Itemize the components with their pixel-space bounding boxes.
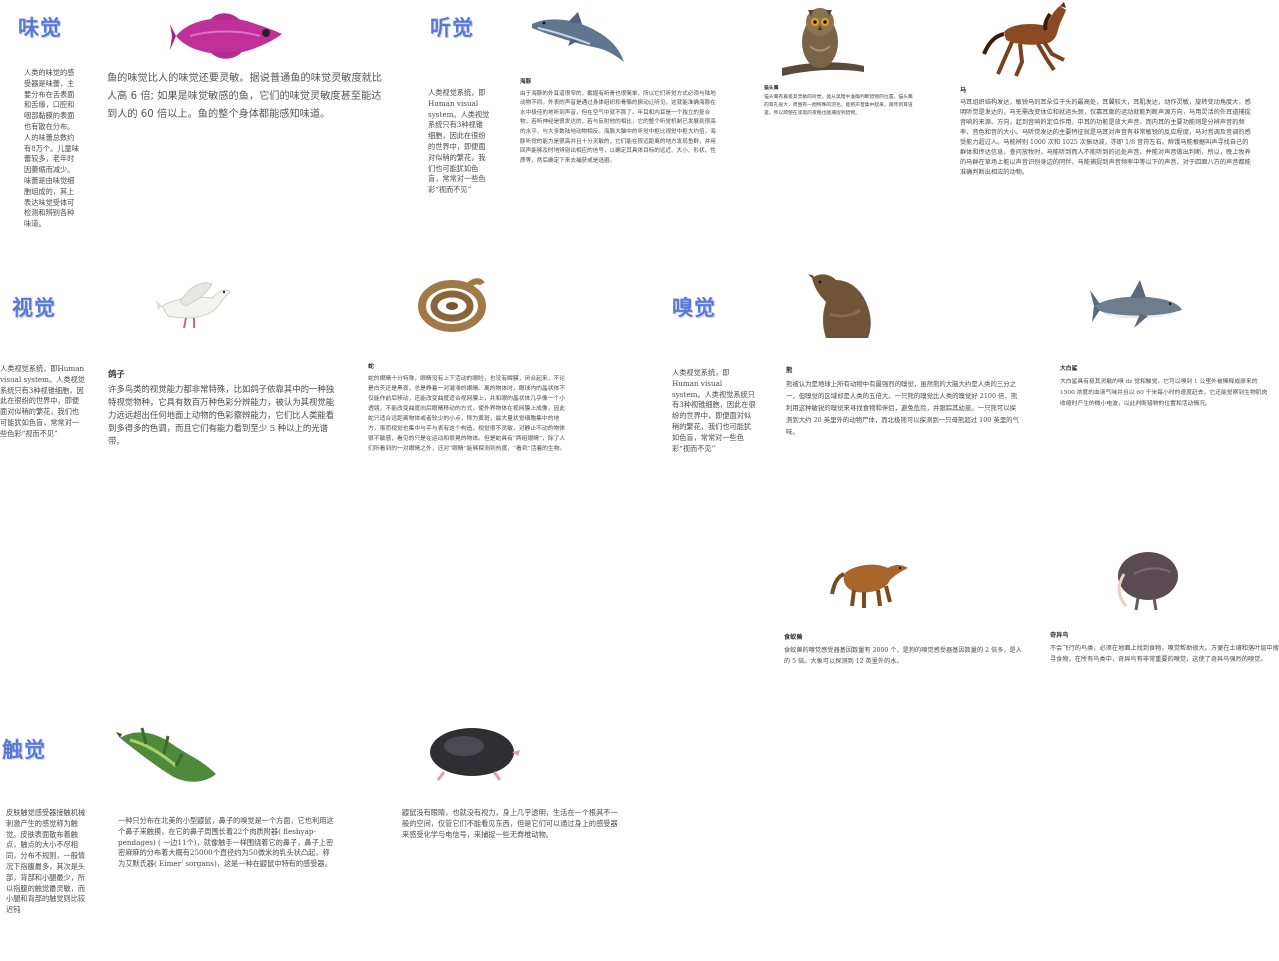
- smell-kiwi-block: 奇异鸟 不会飞行的鸟类，必须在地面上找到食物，嗅觉帮助很大。方便在土壤和落叶层中…: [1050, 630, 1279, 665]
- hearing-owl-block: 猫头鹰 猫头鹰有着极其灵敏的听觉，能从黑暗中准确判断猎物的位置。猫头鹰的耳孔很大…: [764, 84, 914, 118]
- touch-mole-text: 鼹鼠没有眼睛，也就没有视力，身上几乎透明，生活在一个根其不一般的空间，仅管它们不…: [402, 808, 618, 839]
- taste-fish-text: 鱼的味觉比人的味觉还要灵敏。据说普通鱼的味觉灵敏度就比人高 6 倍; 如果是味觉…: [107, 73, 383, 120]
- owl-image: [778, 2, 866, 80]
- kiwi-image: [1104, 544, 1184, 614]
- heading-vision: 视觉: [12, 295, 56, 320]
- smell-human-text: 人类视觉系统，即Human visual system。人类视觉系统只有3种视锥…: [672, 368, 756, 453]
- smell-shark-block: 大白鲨 大白鲨具有极其灵敏的嗅 dz 觉和触觉，它可以嗅到 1 公里外被稀释成原…: [1060, 364, 1270, 410]
- vision-human-text: 人类视觉系统，即Human visual system。人类视觉系统只有3种视锥…: [0, 364, 85, 438]
- mole-image: [424, 722, 520, 782]
- snake-text: 蛇的眼睛十分特殊，眼睛没有上下活动的眼睑，也没有瞬膜，闭合起来，不论是白天还是黑…: [368, 376, 566, 452]
- heading-hearing: 听觉: [430, 15, 474, 40]
- snake-title: 蛇: [368, 364, 374, 370]
- horse-title: 马: [960, 87, 967, 94]
- horse-image: [980, 0, 1076, 80]
- lizard-image: [116, 714, 220, 794]
- fish-image: [170, 10, 286, 62]
- dove-title: 鸽子: [108, 369, 125, 379]
- bear-text: 熊被认为是地球上所有动物中有最强烈的嗅觉，虽然熊的大脑大约是人类的三分之一，但嗅…: [786, 380, 1019, 436]
- smell-anteater-block: 食蚁兽 食蚁兽的嗅觉感受器基因数量有 2000 个，是狗的嗅觉感受器基因数量的 …: [784, 632, 1024, 667]
- owl-text: 猫头鹰有着极其灵敏的听觉，能从黑暗中准确判断猎物的位置。猫头鹰的耳孔很大，周围有…: [764, 95, 913, 116]
- anteater-image: [830, 550, 910, 610]
- dolphin-image: [528, 10, 628, 66]
- shark-image: [1090, 276, 1184, 332]
- shark-title: 大白鲨: [1060, 366, 1078, 372]
- hearing-human-text: 人类视觉系统，即Human visual system。人类视觉系统只有3种视锥…: [428, 88, 490, 195]
- horse-text: 马耳组织结构发达，敏锐马的耳朵位于头的最高处，耳翼较大，耳肌发达，动作灵敏，旋转…: [960, 99, 1251, 176]
- vision-dove-block: 鸽子 许多鸟类的视觉能力都非常特殊，比如鸽子依靠其中的一种独特视觉物种，它具有数…: [108, 368, 340, 448]
- anteater-title: 食蚁兽: [784, 634, 803, 641]
- kiwi-title: 奇异鸟: [1050, 632, 1069, 639]
- heading-taste: 味觉: [18, 15, 62, 40]
- snake-image: [418, 272, 486, 334]
- touch-human-text: 皮肤触觉感受器接触机械刺激产生的感觉称为触觉。皮肤表面散布着触点，触点的大小不尽…: [6, 808, 86, 915]
- vision-snake-block: 蛇 蛇的眼睛十分特殊，眼睛没有上下活动的眼睑，也没有瞬膜，闭合起来，不论是白天还…: [368, 362, 566, 454]
- heading-smell: 嗅觉: [672, 295, 716, 320]
- anteater-text: 食蚁兽的嗅觉感受器基因数量有 2000 个，是狗的嗅觉感受器基因数量的 2 倍多…: [784, 647, 1022, 665]
- owl-title: 猫头鹰: [764, 85, 779, 91]
- dolphin-text: 由于海豚的外耳道很窄的，截掘有听骨也很简单，所以它们听觉方式必须与陆地动物不同。…: [520, 90, 716, 164]
- dove-image: [156, 276, 232, 332]
- hearing-dolphin-block: 海豚 由于海豚的外耳道很窄的，截掘有听骨也很简单，所以它们听觉方式必须与陆地动物…: [520, 78, 716, 166]
- shark-text: 大白鲨具有极其灵敏的嗅 dz 觉和触觉，它可以嗅到 1 公里外被稀释成原来的 1…: [1060, 379, 1268, 407]
- taste-human-text: 人类的味觉的感受器是味蕾，主要分布在舌表面和舌缘，口腔和咽部黏膜的表面也有散在分…: [24, 68, 79, 229]
- touch-starmole-text: 一种只分布在北美的小型鼹鼠，鼻子的嗅觉是一个方面，它也利用这个鼻子来触摸，在它的…: [118, 816, 334, 869]
- hearing-horse-block: 马 马耳组织结构发达，敏锐马的耳朵位于头的最高处，耳翼较大，耳肌发达，动作灵敏，…: [960, 86, 1252, 178]
- bear-title: 熊: [786, 366, 793, 374]
- dove-text: 许多鸟类的视觉能力都非常特殊，比如鸽子依靠其中的一种独特视觉物种，它具有数百万种…: [108, 384, 335, 446]
- dolphin-title: 海豚: [520, 79, 532, 85]
- heading-touch: 触觉: [2, 737, 46, 762]
- kiwi-text: 不会飞行的鸟类，必须在地面上找到食物，嗅觉帮助很大。方便在土壤和落叶层中搜寻食物…: [1050, 645, 1279, 663]
- smell-bear-block: 熊 熊被认为是地球上所有动物中有最强烈的嗅觉，虽然熊的大脑大约是人类的三分之一，…: [786, 364, 1022, 438]
- bear-image: [806, 270, 876, 340]
